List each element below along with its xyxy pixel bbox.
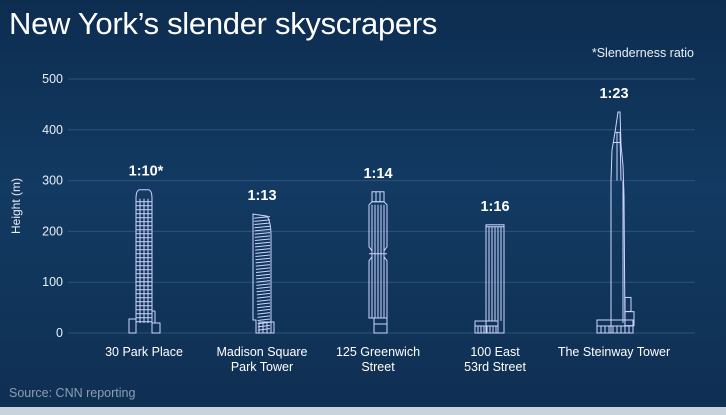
category-label-line: Street bbox=[361, 360, 395, 374]
building-1 bbox=[128, 189, 161, 334]
building-line bbox=[256, 302, 271, 306]
building-line bbox=[255, 270, 271, 274]
building-line bbox=[256, 296, 271, 299]
building-line bbox=[254, 219, 271, 222]
building-line bbox=[255, 244, 271, 248]
building-line bbox=[254, 228, 271, 232]
building-outline bbox=[624, 311, 635, 327]
building-line bbox=[257, 312, 271, 315]
y-tick-label: 200 bbox=[42, 224, 63, 238]
source-credit: Source: CNN reporting bbox=[9, 386, 136, 400]
building-line bbox=[256, 283, 271, 286]
category-label-line: 30 Park Place bbox=[105, 345, 183, 359]
building-line bbox=[256, 286, 271, 290]
building-line bbox=[619, 132, 622, 181]
building-line bbox=[257, 308, 271, 312]
building-outline bbox=[624, 296, 632, 312]
slenderness-note: *Slenderness ratio bbox=[591, 46, 694, 60]
category-label: 100 East 53rd Street bbox=[464, 345, 526, 374]
building-line bbox=[257, 315, 271, 318]
category-label-line: Park Tower bbox=[231, 360, 293, 374]
ratio-label: 1:23 bbox=[599, 86, 628, 102]
category-label-line: Madison Square bbox=[216, 345, 307, 359]
category-label: 125 Greenwich Street bbox=[336, 345, 420, 374]
building-line bbox=[255, 267, 271, 270]
building-line bbox=[254, 241, 271, 245]
y-tick-label: 500 bbox=[42, 72, 63, 86]
building-line bbox=[254, 222, 271, 226]
building-5 bbox=[596, 111, 635, 334]
category-label: The Steinway Tower bbox=[558, 345, 670, 359]
building-line bbox=[256, 299, 271, 302]
bottom-rule bbox=[0, 407, 726, 415]
building-line bbox=[254, 232, 271, 235]
ratio-label: 1:16 bbox=[480, 199, 509, 215]
category-label-line: The Steinway Tower bbox=[558, 345, 670, 359]
building-line bbox=[257, 324, 271, 328]
building-line bbox=[256, 273, 271, 277]
y-tick-label: 400 bbox=[42, 123, 63, 137]
building-line bbox=[256, 280, 271, 283]
building-outline bbox=[151, 322, 161, 334]
y-tick-label: 100 bbox=[42, 275, 63, 289]
building-line bbox=[254, 216, 271, 219]
category-label-line: 100 East bbox=[470, 345, 520, 359]
building-outline bbox=[371, 191, 385, 203]
building-line bbox=[254, 235, 271, 238]
building-outline bbox=[252, 213, 272, 334]
building-line bbox=[256, 292, 271, 296]
building-outline bbox=[373, 317, 388, 334]
building-3 bbox=[368, 191, 388, 334]
building-line bbox=[255, 251, 271, 254]
category-label: Madison Square Park Tower bbox=[216, 345, 307, 374]
ratio-label: 1:13 bbox=[247, 188, 276, 204]
ratio-label: 1:14 bbox=[363, 166, 392, 182]
chart-title: New York’s slender skyscrapers bbox=[9, 6, 438, 41]
building-line bbox=[254, 238, 271, 242]
building-line bbox=[255, 248, 271, 251]
building-line bbox=[255, 254, 271, 258]
y-tick-label: 0 bbox=[56, 326, 63, 340]
y-axis-label: Height (m) bbox=[9, 178, 23, 234]
category-label-line: 125 Greenwich bbox=[336, 345, 420, 359]
building-outline bbox=[135, 189, 153, 333]
building-line bbox=[255, 260, 271, 264]
building-4 bbox=[474, 224, 505, 334]
building-line bbox=[254, 225, 271, 229]
building-line bbox=[257, 305, 271, 309]
building-line bbox=[256, 276, 271, 280]
building-line bbox=[257, 328, 271, 331]
building-outline bbox=[128, 318, 137, 334]
building-line bbox=[255, 257, 271, 261]
ratio-label: 1:10* bbox=[129, 164, 164, 180]
building-line bbox=[257, 318, 271, 322]
building-line bbox=[256, 289, 271, 293]
building-line bbox=[255, 264, 271, 267]
building-2 bbox=[252, 213, 275, 334]
y-tick-label: 300 bbox=[42, 174, 63, 188]
category-label: 30 Park Place bbox=[105, 345, 183, 359]
category-label-line: 53rd Street bbox=[464, 360, 526, 374]
